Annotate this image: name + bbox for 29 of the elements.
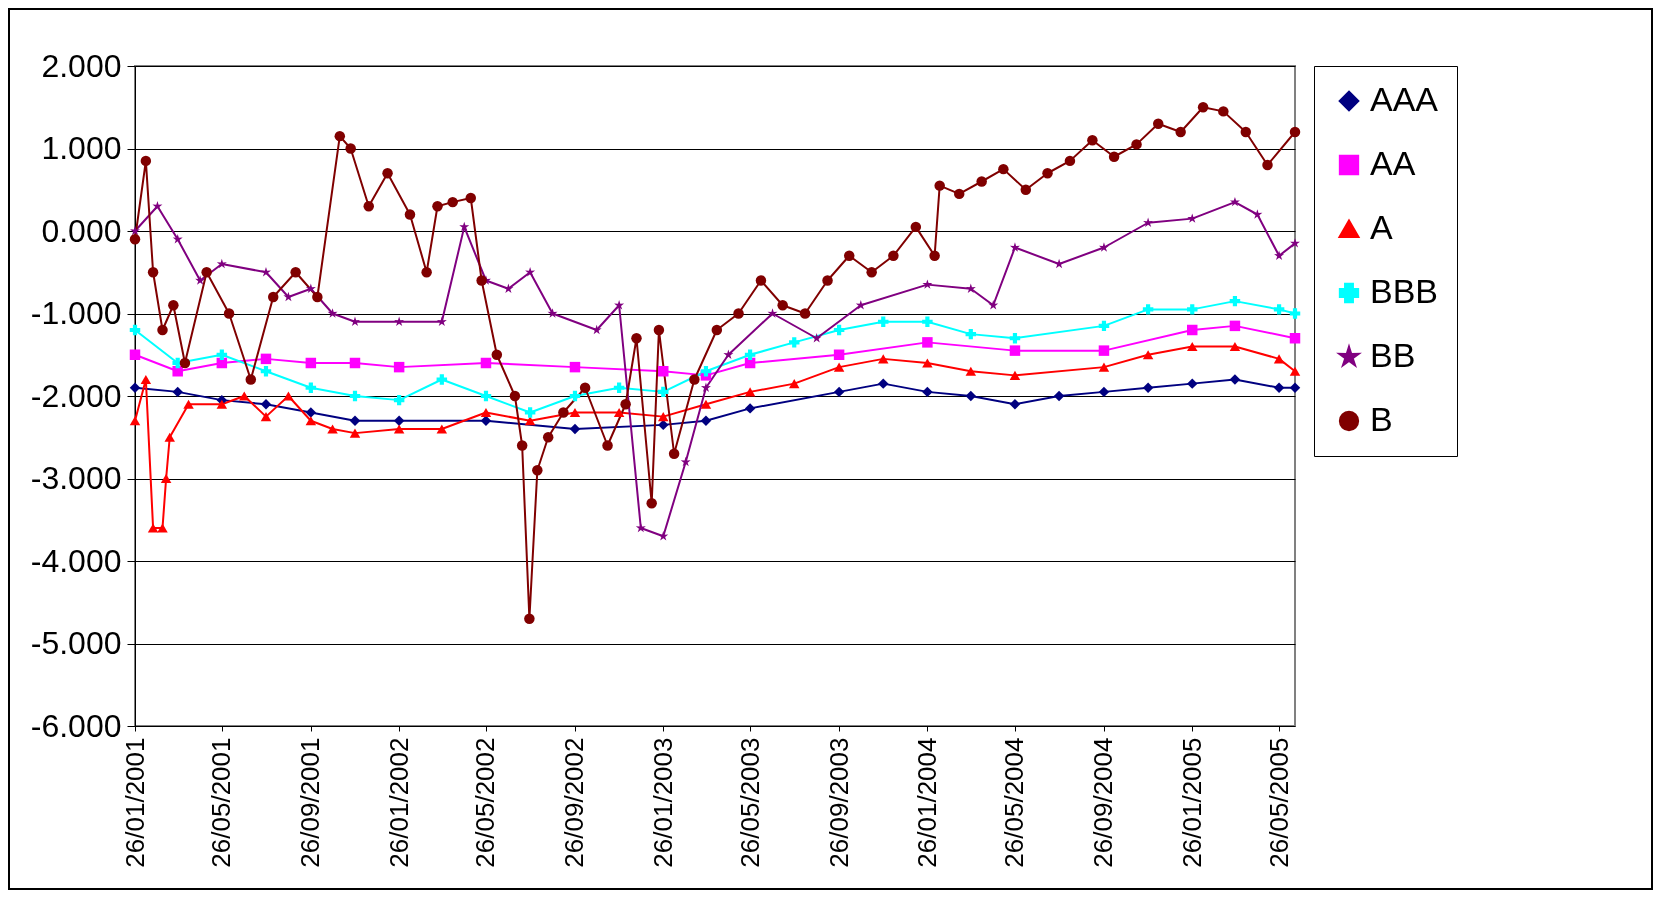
x-tick-label: 26/09/2002	[559, 737, 590, 868]
y-tick-label: 1.000	[41, 130, 122, 166]
legend-label: BBB	[1370, 272, 1439, 310]
y-tick-label: -5.000	[30, 625, 122, 661]
x-tick-label: 26/09/2003	[823, 737, 854, 868]
x-tick-label: 26/05/2003	[734, 737, 765, 868]
x-tick-label: 26/09/2001	[295, 737, 326, 868]
legend-label: AA	[1370, 144, 1416, 182]
x-tick-label: 26/01/2004	[911, 737, 942, 868]
legend-label: AAA	[1370, 80, 1439, 118]
y-tick-label: -1.000	[30, 295, 122, 331]
legend-label: B	[1370, 400, 1393, 438]
y-tick-label: -4.000	[30, 542, 122, 579]
y-tick-label: -6.000	[30, 707, 122, 744]
x-tick-label: 26/05/2001	[206, 737, 237, 868]
x-tick-label: 26/01/2003	[647, 737, 678, 868]
x-tick-label: 26/01/2005	[1176, 737, 1207, 868]
y-tick-label: -3.000	[30, 460, 122, 496]
x-tick-label: 26/05/2002	[470, 737, 501, 868]
y-tick-label: 2.000	[41, 47, 122, 84]
y-tick-label: 0.000	[41, 212, 122, 249]
legend-label: BB	[1370, 336, 1416, 374]
x-tick-label: 26/01/2001	[119, 737, 150, 868]
x-tick-label: 26/05/2005	[1263, 737, 1294, 868]
legend-label: A	[1370, 208, 1393, 246]
x-tick-label: 26/05/2004	[999, 737, 1030, 868]
x-tick-label: 26/09/2004	[1088, 737, 1119, 868]
x-tick-label: 26/01/2002	[383, 737, 414, 868]
y-tick-label: -2.000	[30, 377, 122, 414]
